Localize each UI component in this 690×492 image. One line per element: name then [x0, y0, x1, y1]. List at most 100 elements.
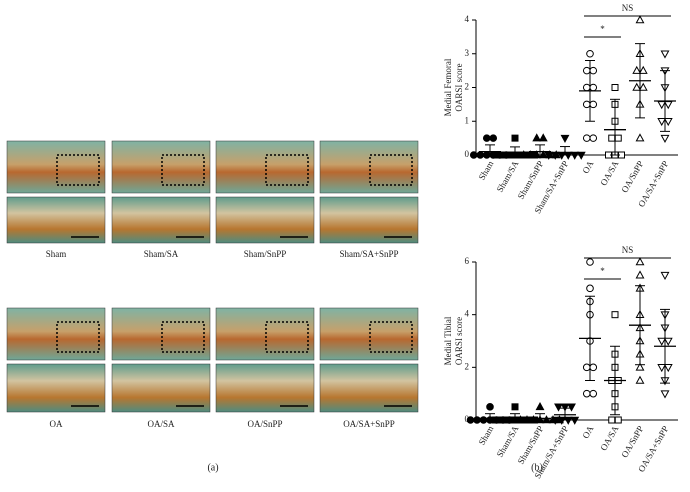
image-label: OA/SA+SnPP: [343, 419, 395, 429]
zoom-image: [111, 196, 211, 244]
y-tick-label: 2: [465, 361, 470, 371]
x-tick-label: OA: [580, 424, 595, 441]
data-point: [660, 390, 670, 399]
x-tick-label: Sham/SA: [495, 424, 521, 459]
y-tick-label: 0: [465, 149, 470, 159]
data-point: [511, 403, 519, 411]
data-point: [586, 258, 594, 266]
zoom-image: [319, 363, 419, 413]
data-point: [582, 66, 591, 75]
overview-image: [215, 307, 315, 361]
data-point: [663, 117, 673, 127]
significance-label: *: [600, 266, 605, 276]
data-point: [519, 150, 529, 159]
data-point: [635, 362, 645, 371]
data-point: [489, 134, 498, 142]
histology-panels: [6, 140, 419, 413]
data-point: [611, 311, 619, 319]
image-label: OA/SA: [147, 419, 175, 429]
data-point: [635, 15, 645, 24]
data-point: [535, 401, 545, 411]
data-point: [476, 151, 485, 159]
data-point: [473, 416, 481, 424]
data-point: [589, 134, 598, 142]
data-point: [550, 416, 560, 425]
zoom-image: [215, 363, 315, 413]
data-point: [608, 416, 616, 424]
data-point: [657, 101, 667, 110]
data-point: [608, 134, 616, 142]
data-point: [660, 50, 670, 59]
x-tick-label: Sham: [477, 424, 496, 447]
significance-label: *: [600, 24, 605, 34]
data-point: [511, 134, 519, 142]
data-point: [614, 416, 622, 424]
y-tick-label: 2: [465, 82, 470, 92]
data-point: [635, 133, 645, 142]
data-point: [663, 364, 673, 373]
data-point: [586, 49, 594, 58]
y-tick-label: 4: [465, 14, 470, 24]
zoom-box: [161, 154, 205, 186]
zoom-image: [6, 363, 106, 413]
zoom-box: [56, 154, 100, 186]
y-axis-label: Medial Tibial: [443, 316, 453, 365]
data-point: [614, 134, 622, 142]
data-point: [638, 65, 648, 74]
data-point: [516, 415, 525, 424]
data-point: [466, 416, 475, 424]
overview-image: [215, 140, 315, 194]
zoom-box: [161, 321, 205, 353]
x-tick-label: Sham/SA: [495, 159, 521, 194]
y-axis-label: Medial Femoral: [443, 58, 453, 116]
data-point: [657, 364, 667, 373]
data-point: [635, 257, 645, 266]
data-point: [525, 150, 535, 159]
image-label: OA: [50, 419, 63, 429]
data-point: [660, 271, 670, 281]
zoom-box: [369, 154, 413, 186]
y-tick-label: 6: [465, 256, 470, 266]
zoom-box: [369, 321, 413, 353]
data-point: [663, 337, 673, 346]
zoom-box: [265, 154, 309, 186]
image-label: Sham: [46, 249, 67, 259]
x-tick-label: OA/SnPP: [619, 159, 645, 194]
data-point: [469, 151, 478, 159]
image-label: Sham/SnPP: [244, 249, 287, 259]
data-point: [586, 284, 594, 293]
data-point: [582, 389, 591, 398]
data-point: [635, 375, 645, 384]
overview-image: [6, 307, 106, 361]
overview-image: [6, 140, 106, 194]
data-point: [632, 65, 642, 74]
data-point: [632, 82, 642, 91]
data-point: [567, 403, 576, 412]
data-point: [582, 134, 591, 142]
data-point: [663, 101, 673, 110]
data-point: [657, 117, 667, 127]
zoom-image: [111, 363, 211, 413]
data-point: [657, 337, 667, 346]
data-point: [554, 403, 563, 412]
data-point: [492, 416, 499, 424]
data-point: [589, 389, 598, 398]
data-point: [482, 134, 491, 142]
data-point: [582, 100, 591, 109]
data-point: [560, 403, 570, 412]
data-point: [576, 151, 586, 160]
data-point: [486, 403, 494, 411]
image-label: Sham/SA+SnPP: [339, 249, 398, 259]
overview-image: [319, 307, 419, 361]
y-axis-label: OARSI score: [454, 317, 464, 365]
y-tick-label: 1: [465, 115, 470, 125]
x-tick-label: OA: [580, 159, 595, 176]
data-point: [589, 363, 598, 372]
panel-caption: (a): [207, 462, 218, 473]
data-point: [538, 133, 548, 142]
significance-label: NS: [622, 245, 634, 255]
image-label: Sham/SA: [144, 249, 179, 259]
zoom-image: [6, 196, 106, 244]
data-point: [589, 66, 598, 75]
data-point: [582, 363, 591, 372]
